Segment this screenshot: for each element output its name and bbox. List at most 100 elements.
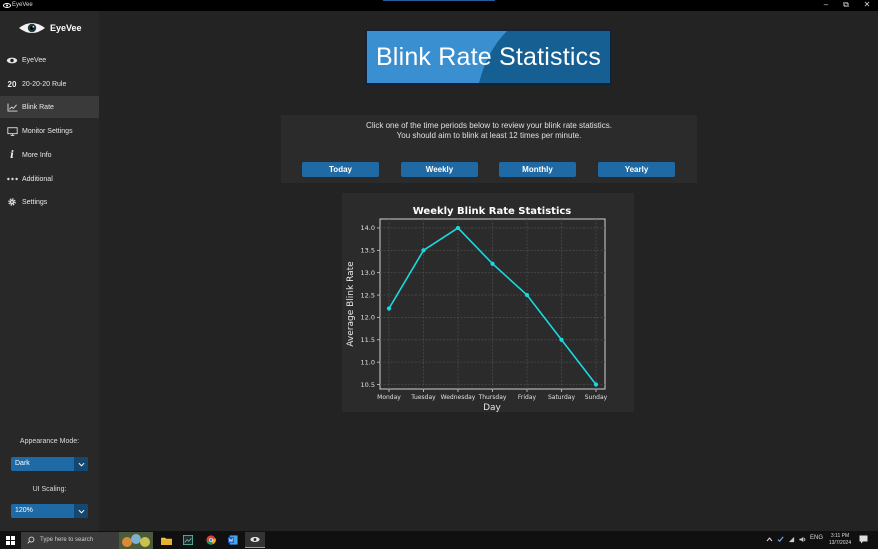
today-button[interactable]: Today — [302, 162, 379, 177]
chart-icon — [5, 101, 19, 113]
blink-rate-chart: 10.5 11.0 11.5 12.0 12.5 13.0 13.5 14.0 Monday T… — [346, 206, 608, 412]
clock-date: 13/7/2024 — [828, 540, 852, 546]
image-viewer-taskbar-button[interactable] — [178, 532, 198, 548]
y-tick-label: 14.0 — [361, 224, 375, 232]
data-point — [455, 225, 461, 231]
banner-title: Blink Rate Statistics — [375, 42, 602, 71]
nav-item-monitor-settings[interactable]: Monitor Settings — [0, 120, 99, 142]
y-axis-ticks: 10.5 11.0 11.5 12.0 12.5 13.0 13.5 14.0 — [361, 224, 380, 389]
chevron-down-icon[interactable] — [74, 457, 88, 471]
y-tick-label: 13.5 — [361, 247, 375, 255]
tray-app-icon[interactable] — [777, 536, 784, 543]
x-tick-label: Saturday — [548, 394, 575, 401]
close-button[interactable]: ✕ — [863, 0, 871, 9]
appearance-mode-value: Dark — [15, 460, 30, 467]
monthly-button[interactable]: Monthly — [499, 162, 576, 177]
y-axis-label: Average Blink Rate — [346, 261, 356, 347]
x-tick-label: Monday — [377, 394, 401, 401]
notifications-icon[interactable] — [859, 535, 868, 544]
y-tick-label: 12.5 — [361, 291, 375, 299]
chevron-up-icon[interactable] — [766, 537, 773, 542]
nav-item-label: EyeVee — [22, 56, 47, 64]
y-tick-label: 10.5 — [361, 381, 375, 389]
nav-item-settings[interactable]: Settings — [0, 191, 99, 213]
nav-item-blink-rate[interactable]: Blink Rate — [0, 96, 99, 118]
windows-start-icon[interactable] — [6, 536, 15, 545]
app-eye-icon — [3, 3, 11, 8]
y-tick-label: 11.0 — [361, 358, 375, 366]
x-axis-ticks: Monday Tuesday Wednesday Thursday Friday Satu… — [377, 389, 608, 401]
focus-strip — [383, 0, 495, 1]
nav-item-label: Monitor Settings — [22, 127, 73, 135]
title-bar: EyeVee – ⧉ ✕ — [0, 0, 878, 11]
x-tick-label: Wednesday — [441, 394, 476, 401]
eyevee-logo — [19, 23, 45, 33]
yearly-button[interactable]: Yearly — [598, 162, 675, 177]
taskbar-clock[interactable]: 3:11 PM 13/7/2024 — [823, 533, 857, 547]
volume-icon[interactable] — [799, 536, 806, 543]
taskbar-search-box[interactable]: Type here to search — [21, 532, 153, 549]
monitor-icon — [5, 125, 19, 137]
search-highlight-icon — [119, 532, 153, 549]
nav-item-more-info[interactable]: i More Info — [0, 144, 99, 166]
minimize-button[interactable]: – — [823, 0, 829, 9]
data-point — [593, 382, 599, 387]
nav-item-label: More Info — [22, 151, 52, 159]
gear-icon — [5, 196, 19, 208]
instructions-line-1: Click one of the time periods below to r… — [366, 121, 612, 130]
nav-item-label: 20-20-20 Rule — [22, 80, 67, 88]
nav-item-label: Additional — [22, 175, 53, 183]
instructions-line-2: You should aim to blink at least 12 time… — [396, 131, 582, 140]
data-point — [421, 248, 426, 253]
instructions-text: Click one of the time periods below to r… — [281, 121, 697, 141]
window-title: EyeVee — [12, 2, 33, 8]
nav-item-label: Settings — [22, 198, 48, 206]
nav-item-20-20-20[interactable]: 20 20-20-20 Rule — [0, 73, 99, 95]
dots-icon — [5, 173, 19, 185]
image-viewer-icon — [183, 535, 193, 545]
appearance-mode-label: Appearance Mode: — [19, 438, 80, 445]
y-tick-label: 13.0 — [361, 269, 375, 277]
y-tick-label: 11.5 — [361, 336, 375, 344]
chart-panel: 10.5 11.0 11.5 12.0 12.5 13.0 13.5 14.0 Monday T… — [342, 193, 634, 412]
word-icon — [228, 535, 238, 545]
data-point — [386, 306, 392, 311]
banner-background — [367, 31, 610, 83]
data-point — [559, 337, 564, 342]
x-tick-label: Thursday — [478, 394, 507, 401]
x-tick-label: Sunday — [585, 394, 608, 401]
x-tick-label: Tuesday — [410, 394, 436, 401]
language-indicator[interactable]: ENG — [810, 535, 824, 541]
eyevee-taskbar-button[interactable] — [245, 532, 265, 548]
app-name: EyeVee — [50, 23, 82, 33]
weekly-button[interactable]: Weekly — [401, 162, 478, 177]
search-icon — [27, 536, 35, 544]
title-banner: Blink Rate Statistics — [365, 29, 612, 85]
chrome-icon — [206, 535, 216, 545]
ui-scaling-select[interactable]: 120% — [11, 504, 88, 518]
restore-button[interactable]: ⧉ — [843, 0, 849, 9]
twenty-icon: 20 — [7, 79, 17, 89]
appearance-mode-select[interactable]: Dark — [11, 457, 88, 471]
chart-title: Weekly Blink Rate Statistics — [413, 206, 572, 217]
taskbar: Type here to search ENG 3:11 PM 13/7/202… — [0, 531, 878, 549]
word-taskbar-button[interactable] — [223, 532, 243, 548]
y-tick-label: 12.0 — [361, 314, 375, 322]
ui-scaling-label: UI Scaling: — [32, 486, 67, 493]
data-point — [490, 261, 495, 266]
search-placeholder: Type here to search — [40, 537, 94, 543]
nav-item-additional[interactable]: Additional — [0, 168, 99, 190]
chrome-taskbar-button[interactable] — [201, 532, 221, 548]
file-explorer-taskbar-button[interactable] — [156, 532, 176, 548]
nav-item-label: Blink Rate — [22, 103, 54, 111]
eye-icon — [5, 54, 19, 66]
data-point — [524, 292, 530, 298]
clock-time: 3:11 PM — [830, 533, 850, 539]
x-axis-label: Day — [483, 403, 501, 412]
x-tick-label: Friday — [518, 394, 537, 401]
chevron-down-icon[interactable] — [74, 504, 88, 518]
sidebar: EyeVee EyeVee 20 20-20-20 Rule Blink Rat… — [0, 11, 99, 531]
ui-scaling-value: 120% — [15, 507, 33, 514]
nav-item-eyevee[interactable]: EyeVee — [0, 49, 99, 71]
network-icon[interactable] — [788, 536, 795, 543]
